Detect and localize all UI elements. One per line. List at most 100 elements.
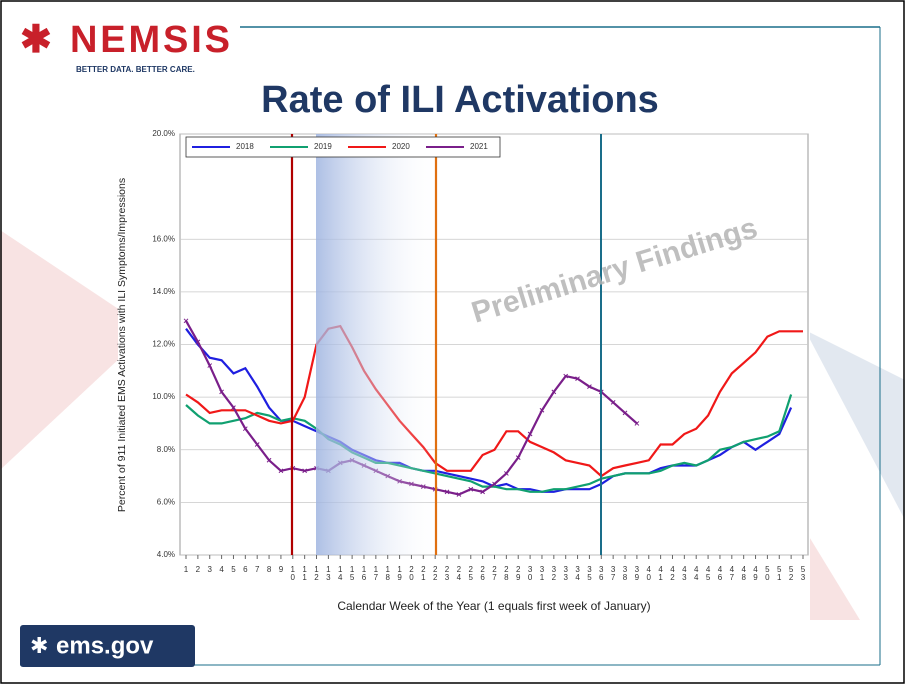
x-tick-label: 6	[241, 565, 250, 573]
x-tick-label: 3	[205, 565, 214, 573]
point-marker	[468, 486, 474, 492]
point-marker	[634, 421, 640, 426]
x-tick-label: 26	[478, 565, 487, 581]
point-marker	[504, 471, 509, 476]
x-tick-label: 15	[348, 565, 357, 581]
point-marker	[492, 481, 497, 487]
point-marker	[207, 363, 213, 368]
logo-tagline: BETTER DATA. BETTER CARE.	[76, 65, 195, 74]
x-tick-label: 7	[253, 565, 262, 573]
x-tick-label: 32	[549, 565, 558, 581]
decor	[0, 230, 150, 470]
point-marker	[551, 389, 557, 395]
y-tick-label: 12.0%	[152, 340, 175, 349]
x-tick-label: 53	[799, 565, 808, 581]
point-marker	[456, 492, 462, 497]
x-tick-label: 51	[775, 565, 784, 581]
x-tick-label: 13	[324, 565, 333, 581]
point-marker	[515, 455, 521, 460]
footer-text: ems.gov	[56, 632, 154, 659]
point-marker	[622, 410, 628, 416]
x-tick-label: 42	[668, 565, 677, 581]
x-tick-label: 39	[632, 565, 641, 581]
legend-label: 2020	[392, 142, 410, 151]
point-marker	[231, 405, 236, 411]
point-marker	[610, 400, 616, 405]
point-marker	[219, 389, 224, 395]
footer-icon: ✱	[30, 633, 48, 658]
y-tick-label: 16.0%	[152, 234, 175, 243]
x-tick-label: 4	[217, 565, 226, 573]
x-tick-label: 11	[300, 565, 309, 581]
point-marker	[527, 431, 533, 437]
y-tick-label: 10.0%	[152, 392, 175, 401]
x-tick-label: 33	[561, 565, 570, 581]
x-tick-label: 20	[407, 565, 416, 581]
point-marker	[444, 489, 450, 495]
point-marker	[575, 376, 580, 382]
x-tick-label: 35	[585, 565, 594, 581]
point-marker	[254, 442, 260, 447]
x-tick-label: 18	[383, 565, 392, 581]
x-tick-label: 2	[193, 565, 202, 573]
x-tick-label: 50	[763, 565, 772, 581]
y-tick-label: 8.0%	[157, 445, 175, 454]
point-marker	[242, 426, 248, 432]
x-tick-label: 45	[704, 565, 713, 581]
logo-mark: ✱	[20, 19, 52, 61]
x-tick-label: 23	[443, 565, 452, 581]
point-marker	[195, 339, 201, 345]
series-line	[185, 324, 803, 478]
point-marker	[302, 468, 308, 474]
x-tick-label: 14	[336, 565, 345, 581]
x-tick-label: 25	[466, 565, 475, 581]
x-tick-label: 28	[502, 565, 511, 581]
legend-label: 2019	[314, 142, 332, 151]
logo-name: NEMSIS	[70, 19, 230, 61]
y-tick-label: 14.0%	[152, 287, 175, 296]
x-tick-label: 24	[454, 565, 463, 581]
x-tick-label: 19	[395, 565, 404, 581]
x-tick-label: 22	[431, 565, 440, 581]
x-tick-label: 37	[609, 565, 618, 581]
x-tick-label: 43	[680, 565, 689, 581]
x-tick-label: 17	[371, 565, 380, 581]
legend-label: 2018	[236, 142, 254, 151]
x-tick-label: 40	[644, 565, 653, 581]
y-tick-label: 4.0%	[157, 550, 175, 559]
decor	[805, 530, 860, 620]
x-tick-label: 27	[490, 565, 499, 581]
chart-title: Rate of ILI Activations	[261, 79, 659, 121]
x-tick-label: 44	[692, 565, 701, 581]
footer-badge	[20, 625, 195, 667]
point-marker	[266, 457, 272, 463]
shaded-period	[316, 134, 441, 555]
x-tick-label: 46	[715, 565, 724, 581]
point-marker	[539, 407, 545, 413]
x-tick-label: 31	[537, 565, 546, 581]
y-tick-label: 6.0%	[157, 497, 175, 506]
x-tick-label: 29	[514, 565, 523, 581]
x-tick-label: 48	[739, 565, 748, 581]
x-tick-label: 21	[419, 565, 428, 581]
x-tick-label: 16	[359, 565, 368, 581]
x-tick-label: 9	[276, 565, 285, 573]
x-tick-label: 52	[787, 565, 796, 581]
x-tick-label: 47	[727, 565, 736, 581]
y-tick-label: 20.0%	[152, 129, 175, 138]
series-line	[185, 328, 793, 493]
x-tick-label: 38	[621, 565, 630, 581]
x-tick-label: 8	[265, 565, 274, 573]
x-tick-label: 12	[312, 565, 321, 581]
x-tick-label: 36	[597, 565, 606, 581]
x-tick-label: 30	[526, 565, 535, 581]
y-axis-label: Percent of 911 Initiated EMS Activations…	[116, 178, 128, 512]
x-tick-label: 49	[751, 565, 760, 581]
legend-box	[185, 136, 501, 158]
x-tick-label: 10	[288, 565, 297, 581]
x-tick-label: 1	[182, 565, 191, 573]
x-axis-label: Calendar Week of the Year (1 equals firs…	[337, 599, 650, 613]
x-tick-label: 34	[573, 565, 582, 581]
